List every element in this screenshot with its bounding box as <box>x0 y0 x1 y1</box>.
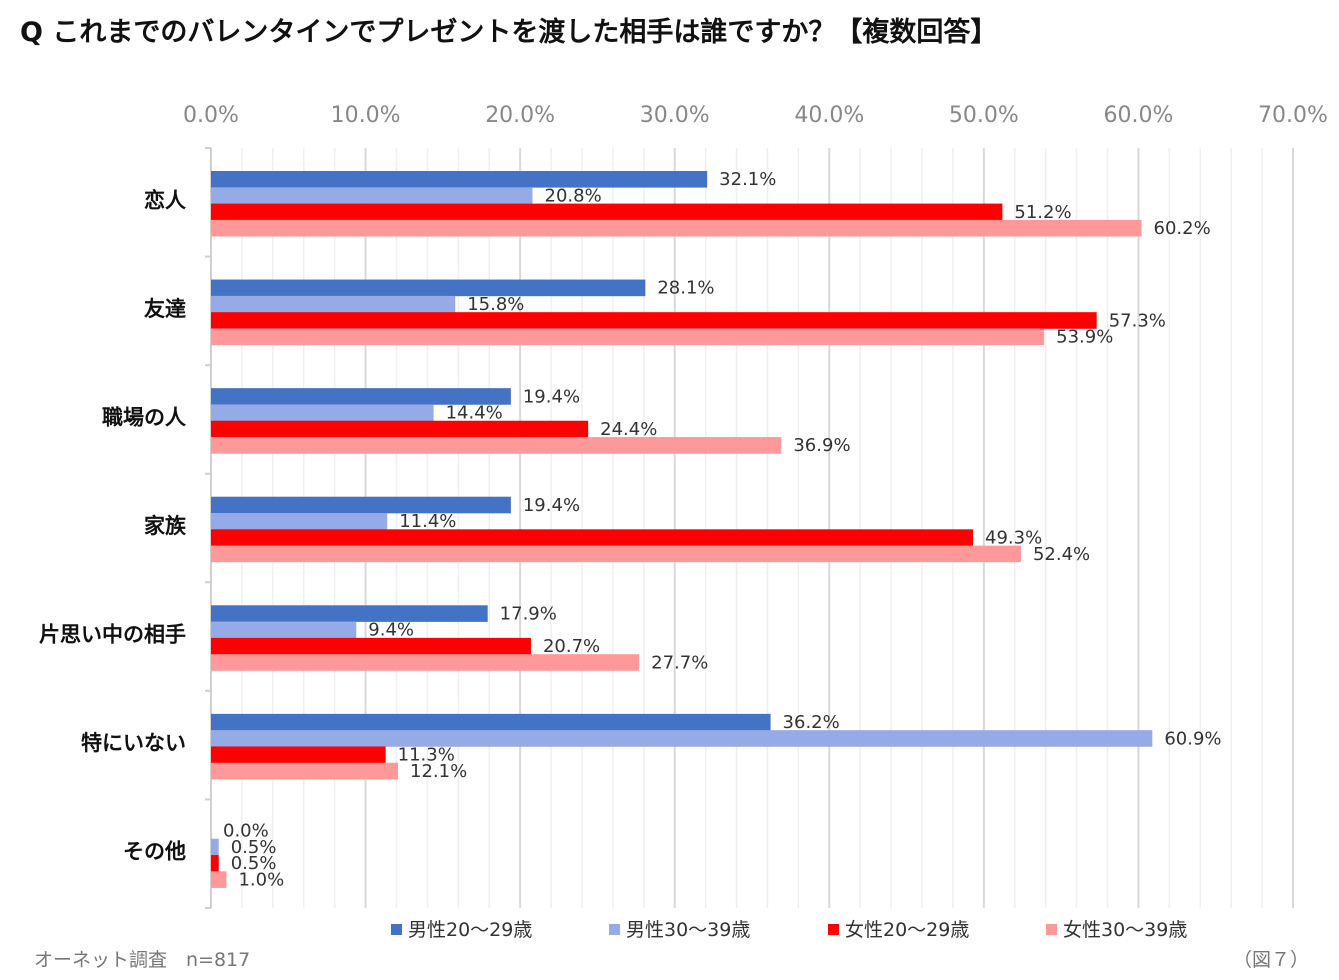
category-label: 特にいない <box>81 731 186 755</box>
category-label: 友達 <box>144 297 186 321</box>
category-label: その他 <box>123 840 186 864</box>
legend-label: 男性30〜39歳 <box>626 919 750 941</box>
legend-swatch <box>828 924 839 935</box>
x-tick-label: 40.0% <box>794 103 864 128</box>
bar <box>211 187 533 204</box>
data-label: 51.2% <box>1014 202 1071 223</box>
bar <box>211 295 456 313</box>
bar <box>211 437 782 454</box>
category-label: 職場の人 <box>102 405 186 429</box>
x-tick-label: 70.0% <box>1258 103 1328 128</box>
bar <box>211 746 386 764</box>
bar <box>211 279 646 297</box>
data-label: 32.1% <box>719 169 776 190</box>
data-label: 28.1% <box>657 278 714 299</box>
category-label: 恋人 <box>144 188 186 212</box>
legend-label: 男性20〜29歳 <box>408 919 532 941</box>
source-note: オーネット調査 n=817 <box>34 949 251 971</box>
data-label: 0.0% <box>223 821 269 842</box>
bar <box>211 420 589 438</box>
bar <box>211 713 771 731</box>
data-label: 20.8% <box>545 185 602 206</box>
bar <box>211 219 1142 237</box>
data-label: 9.4% <box>368 620 414 641</box>
bar <box>211 871 227 888</box>
legend-swatch <box>1046 924 1057 935</box>
legend-swatch <box>609 924 620 935</box>
x-tick-label: 10.0% <box>331 103 401 128</box>
category-label: 片思い中の相手 <box>39 623 186 647</box>
bar <box>211 730 1153 747</box>
data-label: 49.3% <box>985 527 1042 548</box>
data-label: 17.9% <box>500 603 557 624</box>
data-label: 24.4% <box>600 419 657 440</box>
bar <box>211 855 219 872</box>
bar <box>211 496 511 514</box>
bar <box>211 513 388 530</box>
bar <box>211 328 1045 346</box>
data-label: 27.7% <box>651 652 708 673</box>
x-tick-label: 20.0% <box>485 103 555 128</box>
data-label: 60.9% <box>1164 728 1221 749</box>
bar <box>211 529 974 546</box>
bar <box>211 171 708 188</box>
data-label: 57.3% <box>1109 310 1166 331</box>
legend-label: 女性20〜29歳 <box>845 919 969 941</box>
data-label: 36.2% <box>783 712 840 733</box>
x-tick-label: 60.0% <box>1103 103 1173 128</box>
data-label: 60.2% <box>1154 218 1211 239</box>
data-label: 1.0% <box>238 869 284 890</box>
x-tick-label: 50.0% <box>949 103 1019 128</box>
data-label: 0.5% <box>231 837 277 858</box>
bar <box>211 312 1097 329</box>
data-label: 20.7% <box>543 636 600 657</box>
category-label: 家族 <box>144 514 187 538</box>
bar <box>211 654 640 671</box>
bar <box>211 203 1003 221</box>
figure-label: （図７） <box>1232 949 1309 971</box>
bar <box>211 404 434 422</box>
legend-label: 女性30〜39歳 <box>1063 919 1187 941</box>
data-label: 11.4% <box>399 511 456 532</box>
x-tick-label: 0.0% <box>183 103 239 128</box>
legend-swatch <box>391 924 402 935</box>
data-label: 0.5% <box>231 853 277 874</box>
data-label: 19.4% <box>523 386 580 407</box>
x-tick-label: 30.0% <box>640 103 710 128</box>
data-label: 36.9% <box>793 435 850 456</box>
data-label: 14.4% <box>446 403 503 424</box>
bar <box>211 838 219 856</box>
data-label: 52.4% <box>1033 544 1090 565</box>
data-label: 19.4% <box>523 495 580 516</box>
data-label: 11.3% <box>398 745 455 766</box>
bar <box>211 637 531 655</box>
data-label: 15.8% <box>467 294 524 315</box>
bar <box>211 762 399 780</box>
data-label: 53.9% <box>1056 327 1113 348</box>
bar <box>211 605 488 622</box>
bar <box>211 621 357 639</box>
bar <box>211 388 511 405</box>
data-label: 12.1% <box>410 761 467 782</box>
chart-title: Q これまでのバレンタインでプレゼントを渡した相手は誰ですか？【複数回答】 <box>20 17 998 48</box>
bar <box>211 545 1021 563</box>
